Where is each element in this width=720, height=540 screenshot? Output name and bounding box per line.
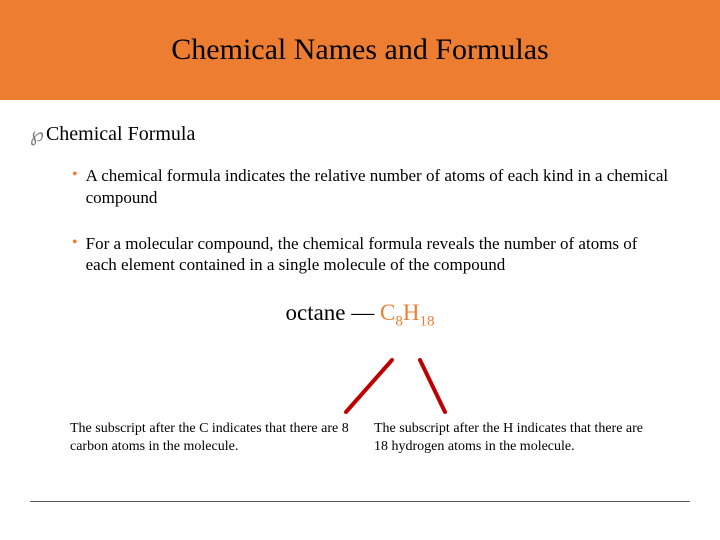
bullet-text: For a molecular compound, the chemical f…: [86, 233, 670, 277]
formula-label: octane —: [286, 300, 375, 325]
bottom-rule: [30, 501, 690, 502]
slide-title: Chemical Names and Formulas: [171, 33, 548, 67]
caption-left: The subscript after the C indicates that…: [70, 420, 360, 456]
bullet-list: • A chemical formula indicates the relat…: [30, 165, 690, 276]
bullet-item: • For a molecular compound, the chemical…: [72, 233, 690, 277]
captions-row: The subscript after the C indicates that…: [70, 420, 680, 456]
bullet-text: A chemical formula indicates the relativ…: [86, 165, 670, 209]
subheading-row: ℘ Chemical Formula: [30, 122, 690, 147]
title-bar: Chemical Names and Formulas: [0, 0, 720, 100]
formula-element-c: C: [380, 300, 395, 325]
formula-subscript-18: 18: [419, 314, 434, 330]
formula-row: octane — C8H18: [30, 300, 690, 331]
bullet-marker-icon: •: [72, 233, 78, 277]
arrow-line-right: [420, 360, 445, 412]
formula-element-h: H: [403, 300, 420, 325]
formula-subscript-8: 8: [395, 314, 403, 330]
bullet-item: • A chemical formula indicates the relat…: [72, 165, 690, 209]
caption-right: The subscript after the H indicates that…: [374, 420, 654, 456]
content-area: ℘ Chemical Formula • A chemical formula …: [0, 100, 720, 331]
callout-arrows: [0, 340, 720, 430]
arrow-line-left: [346, 360, 392, 412]
swirl-icon: ℘: [30, 122, 44, 147]
subheading-text: Chemical Formula: [46, 123, 195, 146]
bullet-marker-icon: •: [72, 165, 78, 209]
